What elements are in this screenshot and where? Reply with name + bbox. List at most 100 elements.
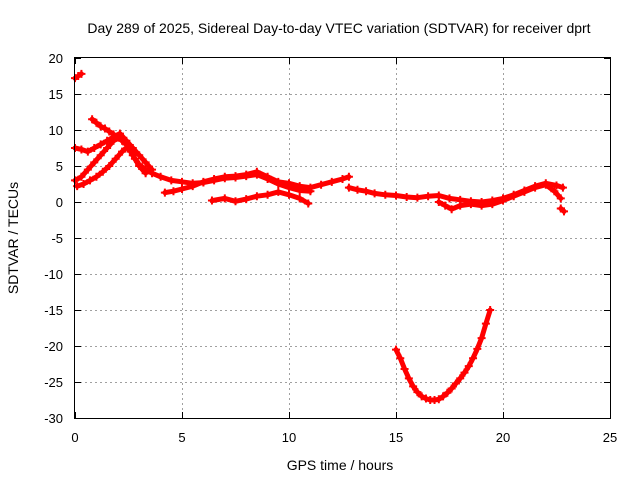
data-point	[83, 147, 92, 156]
data-point	[98, 167, 107, 176]
data-point	[285, 190, 293, 199]
data-point	[344, 172, 353, 181]
series-arc-afternoon-lower	[434, 180, 565, 214]
x-tick-label: 20	[496, 430, 510, 445]
data-point	[252, 167, 261, 176]
plot-points	[71, 69, 568, 404]
data-point	[105, 127, 114, 136]
x-tick-label: 5	[178, 430, 185, 445]
data-point	[486, 306, 495, 314]
series-arc-afternoon	[344, 179, 567, 206]
data-point	[109, 136, 118, 145]
y-tick-label: 0	[56, 195, 63, 210]
data-point	[499, 196, 507, 205]
series-trace	[209, 189, 311, 206]
data-point	[274, 187, 283, 196]
data-point	[118, 147, 127, 156]
grid-lines	[75, 58, 610, 418]
x-axis-label: GPS time / hours	[287, 457, 394, 473]
series-trace	[346, 180, 566, 205]
data-point	[464, 362, 473, 371]
data-point	[220, 172, 229, 181]
data-point	[488, 200, 497, 209]
data-point	[392, 345, 400, 354]
x-tick-label: 10	[282, 430, 296, 445]
data-point	[447, 205, 456, 214]
data-point	[541, 180, 550, 189]
y-tick-label: -5	[51, 231, 63, 246]
data-point	[370, 189, 379, 198]
x-tick-label: 15	[389, 430, 403, 445]
x-tick-label: 25	[603, 430, 617, 445]
data-point	[96, 140, 105, 149]
data-point	[443, 388, 452, 397]
y-tick-label: -20	[44, 339, 63, 354]
data-point	[83, 165, 92, 174]
data-point	[552, 181, 561, 190]
data-point	[381, 190, 390, 199]
y-tick-label: -25	[44, 375, 63, 390]
data-point	[274, 177, 283, 186]
data-point	[509, 192, 518, 201]
data-point	[466, 200, 475, 209]
data-point	[559, 207, 568, 216]
data-point	[417, 392, 426, 401]
data-point	[451, 379, 460, 388]
data-point	[396, 354, 405, 363]
data-point	[473, 344, 482, 353]
data-point	[306, 183, 315, 192]
data-point	[160, 188, 169, 197]
data-point	[252, 192, 261, 201]
series-arc-left-bottom	[73, 141, 133, 191]
data-point	[210, 174, 219, 183]
data-point	[141, 169, 150, 178]
data-point	[90, 158, 99, 167]
data-point	[148, 165, 157, 174]
y-tick-label: -10	[44, 267, 63, 282]
data-point	[88, 115, 97, 124]
data-point	[400, 365, 409, 374]
data-point	[199, 177, 208, 186]
x-tick-label: 0	[71, 430, 78, 445]
data-point	[111, 154, 120, 163]
data-point	[77, 172, 86, 181]
axis-ticks	[75, 58, 611, 419]
data-point	[338, 174, 347, 183]
y-tick-label: 20	[49, 51, 63, 66]
data-point	[231, 197, 240, 206]
data-point	[477, 201, 486, 210]
y-tick-label: 15	[49, 87, 63, 102]
data-point	[295, 182, 304, 191]
data-point	[439, 392, 448, 401]
data-point	[96, 122, 105, 131]
data-point	[220, 194, 229, 203]
data-point	[434, 395, 443, 404]
data-point	[92, 118, 101, 127]
data-point	[135, 162, 144, 170]
data-point	[285, 179, 293, 188]
data-point	[413, 388, 422, 397]
series-arc-left-ramp	[71, 133, 150, 185]
series-arc-start-high	[71, 69, 86, 83]
data-point	[531, 183, 540, 192]
data-point	[520, 187, 529, 196]
data-point	[556, 194, 565, 203]
data-point	[156, 172, 165, 181]
data-point	[115, 133, 124, 142]
data-point	[169, 187, 178, 196]
y-axis-label: SDTVAR / TECUs	[5, 182, 21, 294]
data-point	[92, 172, 101, 181]
data-point	[100, 124, 109, 133]
data-point	[178, 185, 186, 194]
y-tick-label: -15	[44, 303, 63, 318]
data-point	[207, 196, 216, 205]
data-point	[558, 183, 567, 192]
data-point	[77, 69, 86, 78]
plot-frame	[74, 57, 611, 419]
data-point	[456, 201, 465, 210]
chart-title: Day 289 of 2025, Sidereal Day-to-day VTE…	[87, 20, 590, 36]
data-point	[456, 374, 465, 383]
data-point	[105, 162, 114, 170]
data-point	[434, 198, 443, 206]
